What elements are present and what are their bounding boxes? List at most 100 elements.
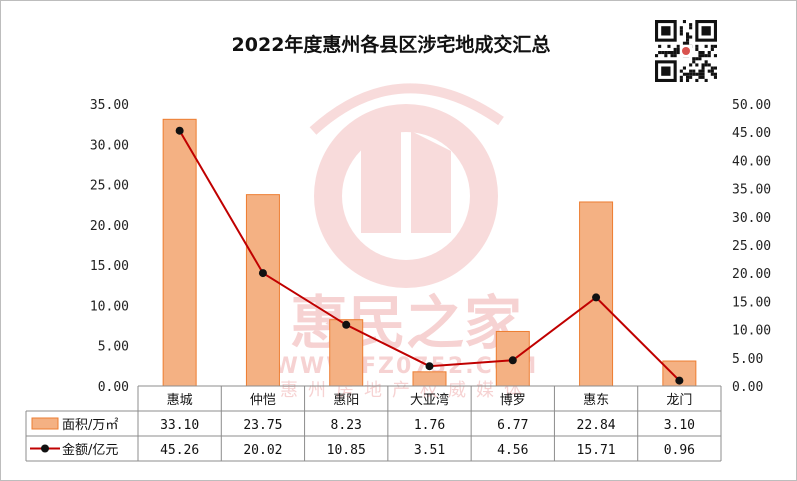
qr-module	[682, 72, 686, 76]
qr-module	[686, 35, 690, 39]
category-label: 仲恺	[250, 393, 276, 408]
table-cell-amount: 45.26	[160, 443, 199, 458]
qr-module	[682, 66, 686, 70]
qr-module	[695, 47, 699, 51]
qr-module	[682, 20, 686, 24]
line-point-惠阳	[342, 320, 351, 329]
qr-module	[704, 44, 708, 48]
y-left-tick-label: 30.00	[90, 138, 129, 153]
qr-module	[676, 47, 680, 51]
line-point-仲恺	[258, 269, 267, 278]
qr-module	[673, 47, 677, 51]
table-cell-area: 3.10	[664, 418, 695, 433]
qr-finder-inner	[701, 26, 711, 36]
category-label: 惠阳	[333, 393, 359, 408]
bar-area-大亚湾	[412, 371, 447, 387]
qr-module	[710, 72, 714, 76]
legend-label-amount: 金额/亿元	[62, 442, 118, 458]
y-right-tick-label: 0.00	[732, 380, 763, 395]
category-label: 惠城	[167, 393, 193, 408]
qr-module	[695, 57, 699, 61]
line-layer	[175, 126, 684, 385]
bar-area-仲恺	[245, 194, 280, 387]
qr-module	[698, 51, 702, 55]
watermark-tagline: 惠州房地产权威媒体	[280, 380, 532, 401]
qr-center-logo	[682, 47, 690, 55]
legend-key-area	[31, 417, 59, 430]
qr-module	[698, 75, 702, 79]
legend-label-area: 面积/万㎡	[62, 418, 118, 433]
watermark-logo-hole	[342, 132, 470, 260]
qr-module	[679, 78, 683, 82]
qr-module	[689, 72, 693, 76]
qr-module	[713, 75, 717, 79]
qr-module	[710, 69, 714, 73]
qr-module	[679, 26, 683, 30]
qr-module	[695, 44, 699, 48]
qr-module	[686, 32, 690, 36]
y-left-tick-label: 0.00	[98, 380, 129, 395]
table-cell-amount: 20.02	[243, 443, 282, 458]
qr-module	[655, 54, 659, 58]
qr-module	[679, 69, 683, 73]
qr-module	[679, 32, 683, 36]
qr-module	[689, 35, 693, 39]
y-right-tick-label: 30.00	[732, 211, 771, 226]
table-cell-amount: 10.85	[327, 443, 366, 458]
qr-module	[682, 41, 686, 45]
y-left-tick-label: 35.00	[90, 98, 129, 113]
qr-module	[701, 66, 705, 70]
qr-module	[698, 72, 702, 76]
category-label: 惠东	[583, 393, 609, 408]
qr-module	[689, 63, 693, 67]
qr-module	[707, 63, 711, 67]
watermark-building-icon	[361, 119, 451, 233]
qr-module	[707, 51, 711, 55]
qr-module	[704, 63, 708, 67]
qr-module	[704, 78, 708, 82]
line-point-惠城	[175, 126, 184, 135]
y-right-tick-label: 5.00	[732, 352, 763, 367]
y-left-tick-label: 20.00	[90, 219, 129, 234]
qr-module	[692, 69, 696, 73]
qr-code-icon	[653, 18, 719, 84]
table-cell-area: 33.10	[160, 418, 199, 433]
qr-module	[679, 75, 683, 79]
y-left-tick-label: 5.00	[98, 340, 129, 355]
qr-module	[701, 69, 705, 73]
y-left-tick-label: 10.00	[90, 299, 129, 314]
qr-module	[670, 54, 674, 58]
line-point-博罗	[508, 356, 517, 365]
qr-module	[686, 38, 690, 42]
qr-module	[701, 75, 705, 79]
qr-module	[689, 75, 693, 79]
table-cell-area: 23.75	[243, 418, 282, 433]
qr-module	[658, 44, 662, 48]
y-right-tick-label: 35.00	[732, 183, 771, 198]
qr-module	[713, 54, 717, 58]
y-right-tick-label: 40.00	[732, 154, 771, 169]
qr-module	[704, 54, 708, 58]
qr-module	[710, 47, 714, 51]
table-cell-area: 8.23	[331, 418, 362, 433]
axes-layer: 0.00 5.00 10.00 15.00 20.00 25.00 30.00 35.00 0.…	[90, 98, 771, 395]
table-cell-area: 6.77	[497, 418, 528, 433]
qr-module	[701, 54, 705, 58]
qr-module	[673, 54, 677, 58]
qr-module	[661, 51, 665, 55]
qr-module	[713, 66, 717, 70]
qr-module	[707, 69, 711, 73]
qr-module	[664, 54, 668, 58]
category-label: 龙门	[666, 393, 692, 408]
line-point-惠东	[592, 293, 601, 302]
qr-module	[713, 72, 717, 76]
qr-module	[695, 78, 699, 82]
qr-finder-inner	[661, 26, 671, 36]
line-point-大亚湾	[425, 362, 434, 371]
qr-module	[698, 54, 702, 58]
qr-module	[676, 44, 680, 48]
qr-module	[692, 57, 696, 61]
